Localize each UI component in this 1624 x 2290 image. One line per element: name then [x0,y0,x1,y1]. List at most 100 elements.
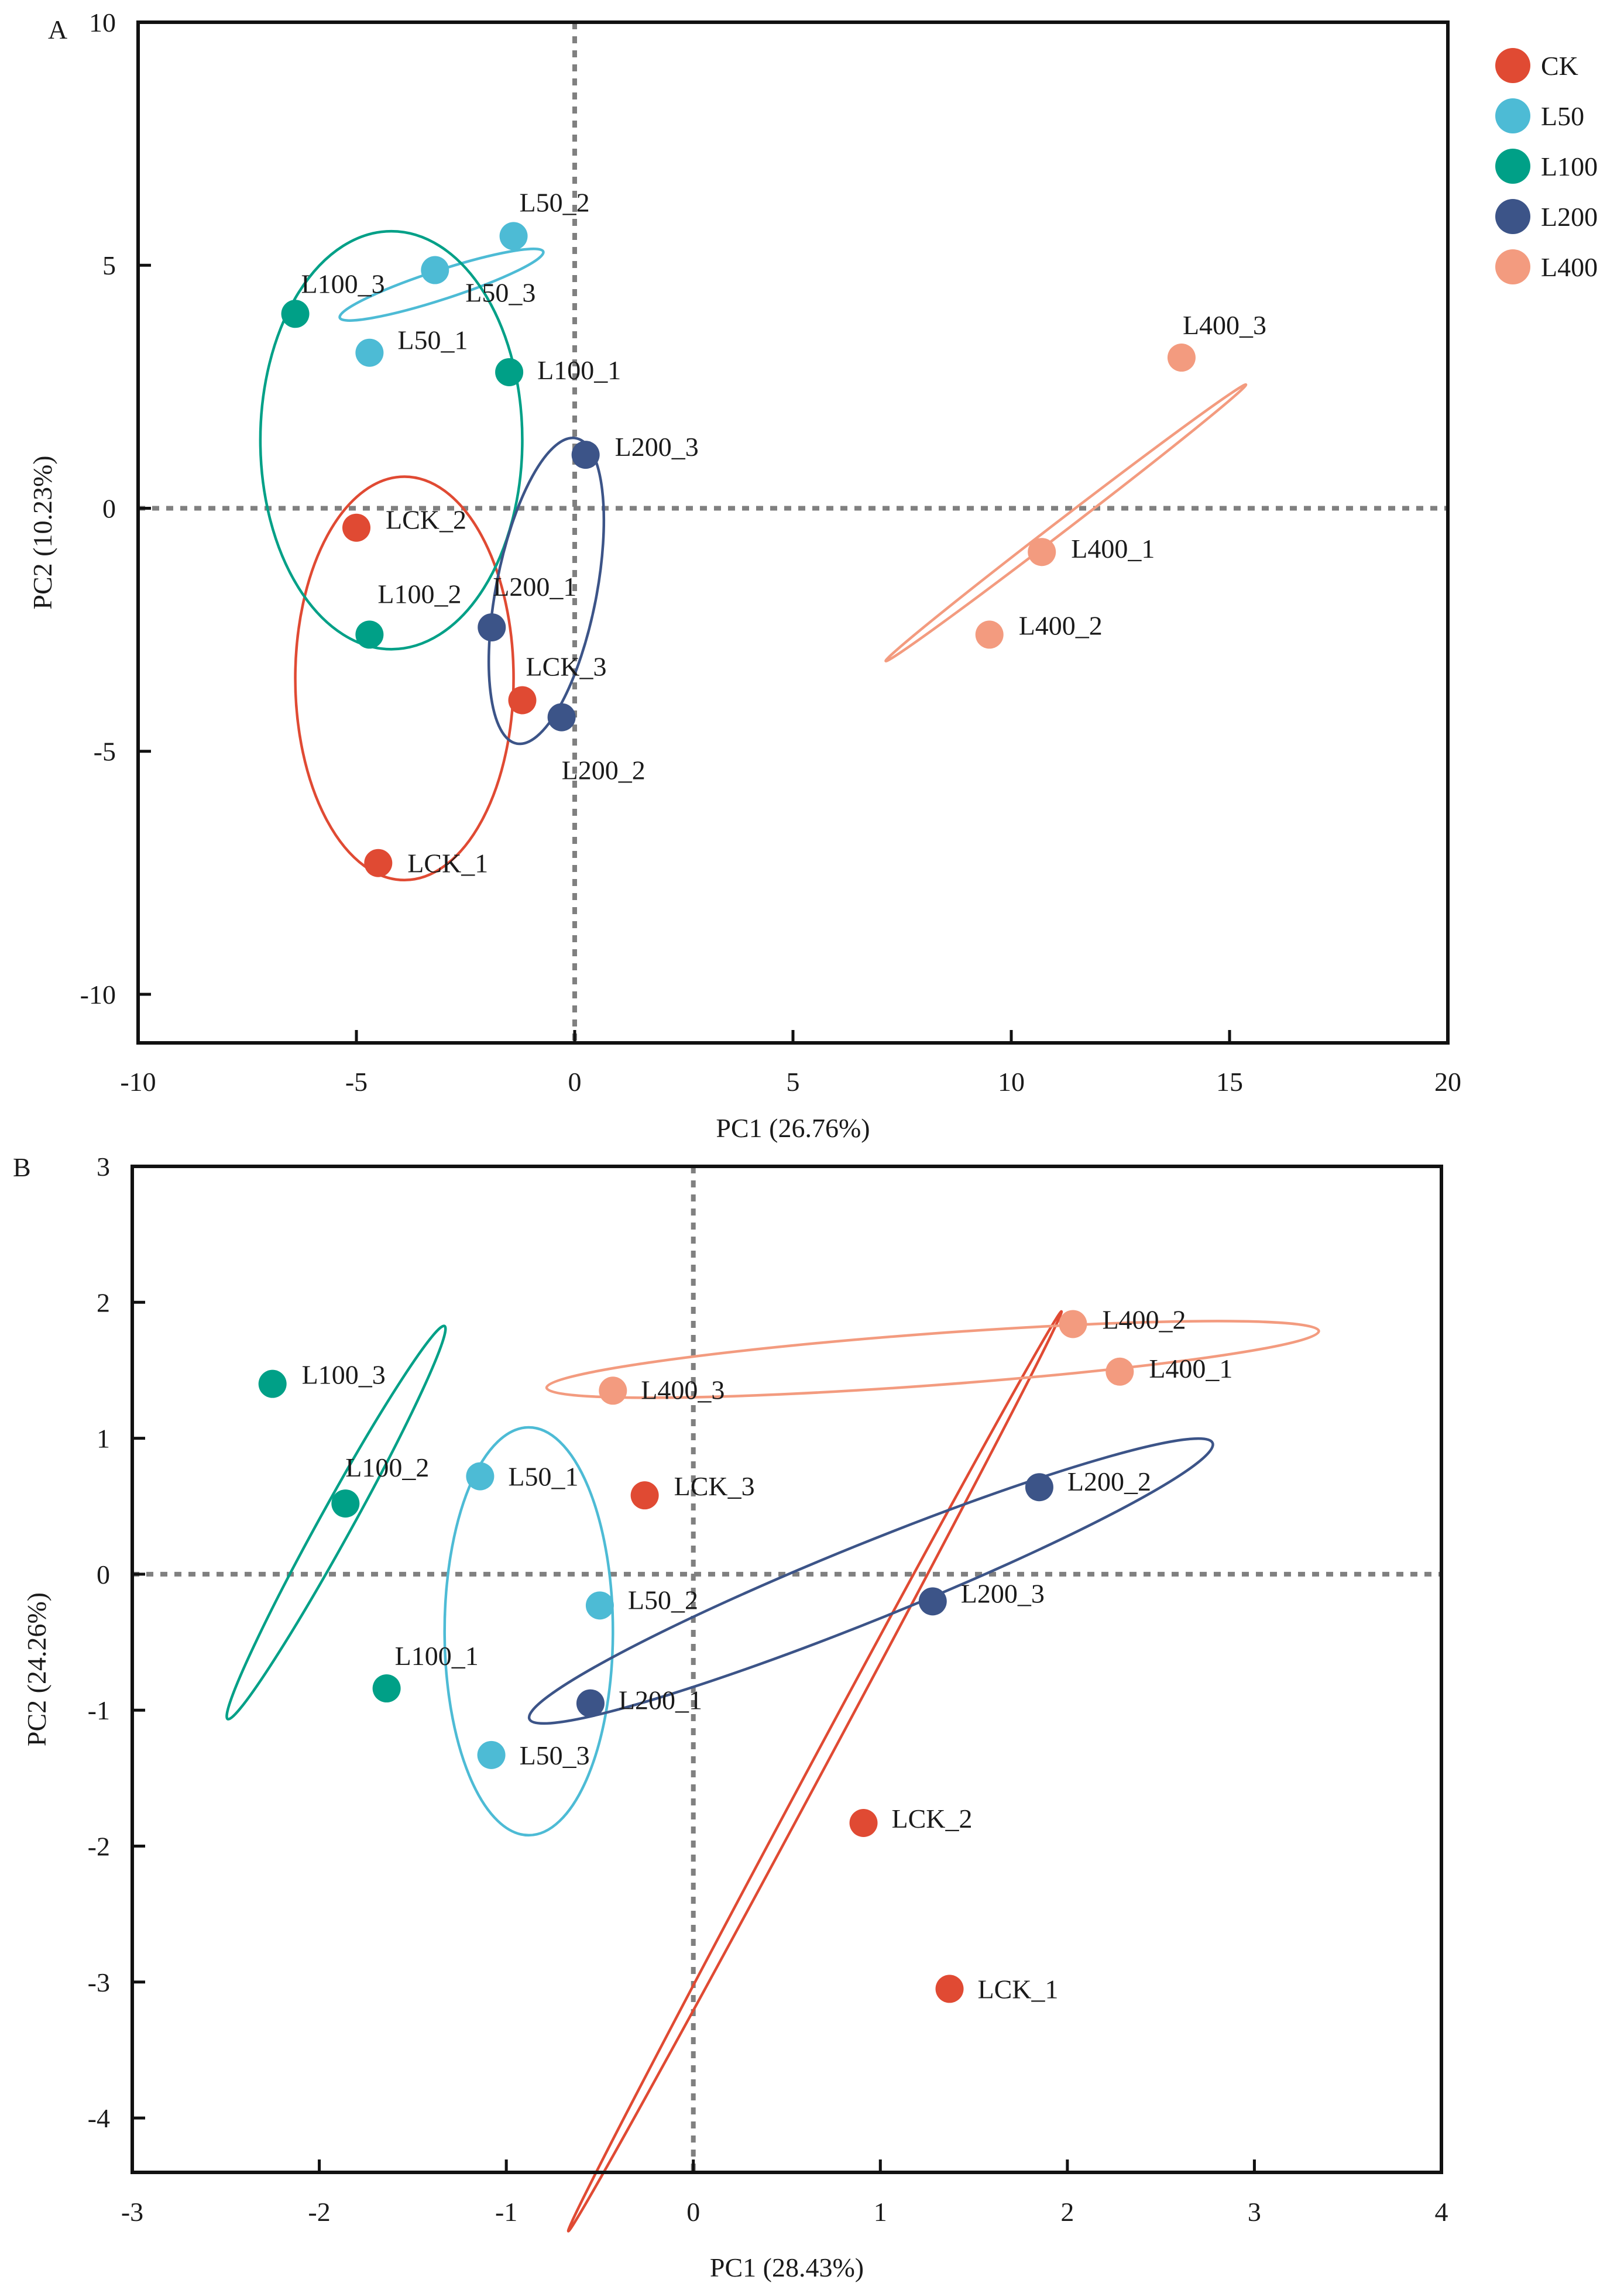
data-point-lck-3 [630,1481,659,1510]
legend-label-l200: L200 [1541,202,1598,232]
data-point-l50-1 [466,1462,495,1491]
data-label-l100-3: L100_3 [302,1360,386,1390]
confidence-ellipse-ck [566,1310,1063,2233]
data-label-l200-2: L200_2 [1067,1467,1151,1496]
legend-marker-ck [1495,48,1530,83]
x-tick-label: 1 [874,2197,887,2227]
data-point-l200-2 [1025,1473,1053,1502]
panel-b: B -3 -2 -1 0 1 2 3 4 -4 -3 -2 -1 0 1 2 3 PC1 (28.43%) PC2 … [13,1152,1448,2282]
data-label-lck-2: LCK_2 [892,1804,973,1834]
confidence-ellipse-ck [294,475,515,882]
confidence-ellipse-l100 [259,229,524,651]
y-tick-label: -10 [80,980,116,1010]
data-label-l50-2: L50_2 [628,1585,698,1615]
x-tick-label: 20 [1434,1067,1461,1097]
legend-label-ck: CK [1541,51,1578,81]
data-point-l50-3 [477,1740,506,1769]
data-point-l100-3 [281,300,310,328]
data-point-l100-2 [355,620,384,649]
data-point-l100-1 [495,358,524,386]
confidence-ellipse-l400 [884,383,1248,662]
data-point-l400-2 [1059,1310,1087,1338]
data-point-l200-3 [571,441,600,469]
x-tick-label: -3 [121,2197,143,2227]
y-axis-label: PC2 (10.23%) [28,455,57,609]
data-label-l200-3: L200_3 [961,1578,1045,1608]
data-point-l100-1 [372,1674,401,1703]
legend-marker-l100 [1495,149,1530,184]
data-label-lck-2: LCK_2 [386,505,466,535]
confidence-ellipse-l100 [225,1324,447,1721]
data-label-l50-1: L50_1 [508,1462,578,1492]
data-label-l400-3: L400_3 [641,1375,725,1405]
data-label-l200-1: L200_1 [493,572,576,602]
data-point-l200-3 [918,1587,947,1616]
x-tick-label: 0 [568,1067,582,1097]
x-tick-label: 2 [1060,2197,1074,2227]
y-tick-label: 2 [97,1288,110,1317]
data-label-l400-1: L400_1 [1149,1354,1232,1383]
legend-label-l100: L100 [1541,152,1598,181]
x-tick-label: -5 [345,1067,368,1097]
data-point-l50-2 [585,1591,614,1620]
data-point-l400-3 [599,1376,627,1405]
data-label-l50-3: L50_3 [520,1740,590,1770]
confidence-ellipse-l50 [443,1426,614,1837]
panel-a: A -10 -5 0 5 10 15 20 -10 -5 0 5 10 PC1 (26.76%) PC2 (… [28,8,1461,1143]
legend-marker-l400 [1495,249,1530,284]
y-tick-label: 1 [97,1424,110,1454]
y-tick-label: -4 [88,2103,110,2133]
legend-label-l50: L50 [1541,101,1584,131]
confidence-ellipse-l200 [487,437,606,746]
data-label-lck-3: LCK_3 [674,1471,755,1501]
data-point-l200-2 [547,703,576,732]
x-axis-label: PC1 (26.76%) [716,1113,870,1143]
data-point-l400-1 [1105,1357,1134,1386]
data-label-l400-3: L400_3 [1183,310,1266,340]
panel-label: B [13,1152,31,1182]
plot-frame [136,20,1450,1045]
data-point-lck-1 [935,1975,964,2003]
x-tick-label: 10 [998,1067,1025,1097]
data-point-l400-3 [1167,344,1196,372]
data-label-lck-1: LCK_1 [978,1974,1059,2004]
data-point-l50-3 [421,256,449,284]
data-point-l200-1 [478,613,506,641]
confidence-ellipse-l400 [545,1320,1320,1399]
y-axis-label: PC2 (24.26%) [22,1592,51,1746]
data-label-l50-3: L50_3 [465,278,535,308]
data-point-l200-1 [576,1689,605,1718]
confidence-ellipse-l200 [527,1437,1214,1725]
data-label-lck-1: LCK_1 [407,849,488,878]
legend-marker-l50 [1495,98,1530,133]
y-tick-label: -1 [88,1695,110,1725]
data-label-l100-1: L100_1 [395,1641,479,1671]
x-tick-label: 0 [686,2197,700,2227]
data-label-l400-2: L400_2 [1102,1304,1186,1334]
panel-label: A [48,15,67,44]
x-tick-label: -1 [495,2197,517,2227]
legend: CK L50 L100 L200 L400 [1495,48,1598,284]
data-label-l50-2: L50_2 [520,187,590,217]
y-tick-label: -5 [94,737,116,767]
legend-label-l400: L400 [1541,252,1598,282]
x-tick-label: 3 [1248,2197,1261,2227]
data-label-l200-1: L200_1 [619,1685,702,1715]
x-tick-label: 4 [1435,2197,1448,2227]
data-label-lck-3: LCK_3 [526,652,606,682]
data-point-l100-2 [331,1489,360,1518]
plot-frame [131,1165,1443,2174]
data-label-l100-1: L100_1 [537,355,621,385]
data-point-l50-1 [355,338,384,367]
data-label-l100-2: L100_2 [345,1453,429,1482]
data-point-l400-1 [1028,538,1056,567]
x-tick-label: -10 [120,1067,156,1097]
data-label-l100-3: L100_3 [301,269,385,298]
y-tick-label: -3 [88,1968,110,1997]
data-point-l100-3 [258,1369,287,1398]
data-point-l400-2 [975,620,1004,649]
data-label-l200-2: L200_2 [562,756,646,785]
data-point-lck-2 [342,513,370,542]
data-point-lck-1 [364,849,393,877]
data-point-lck-3 [508,686,537,715]
